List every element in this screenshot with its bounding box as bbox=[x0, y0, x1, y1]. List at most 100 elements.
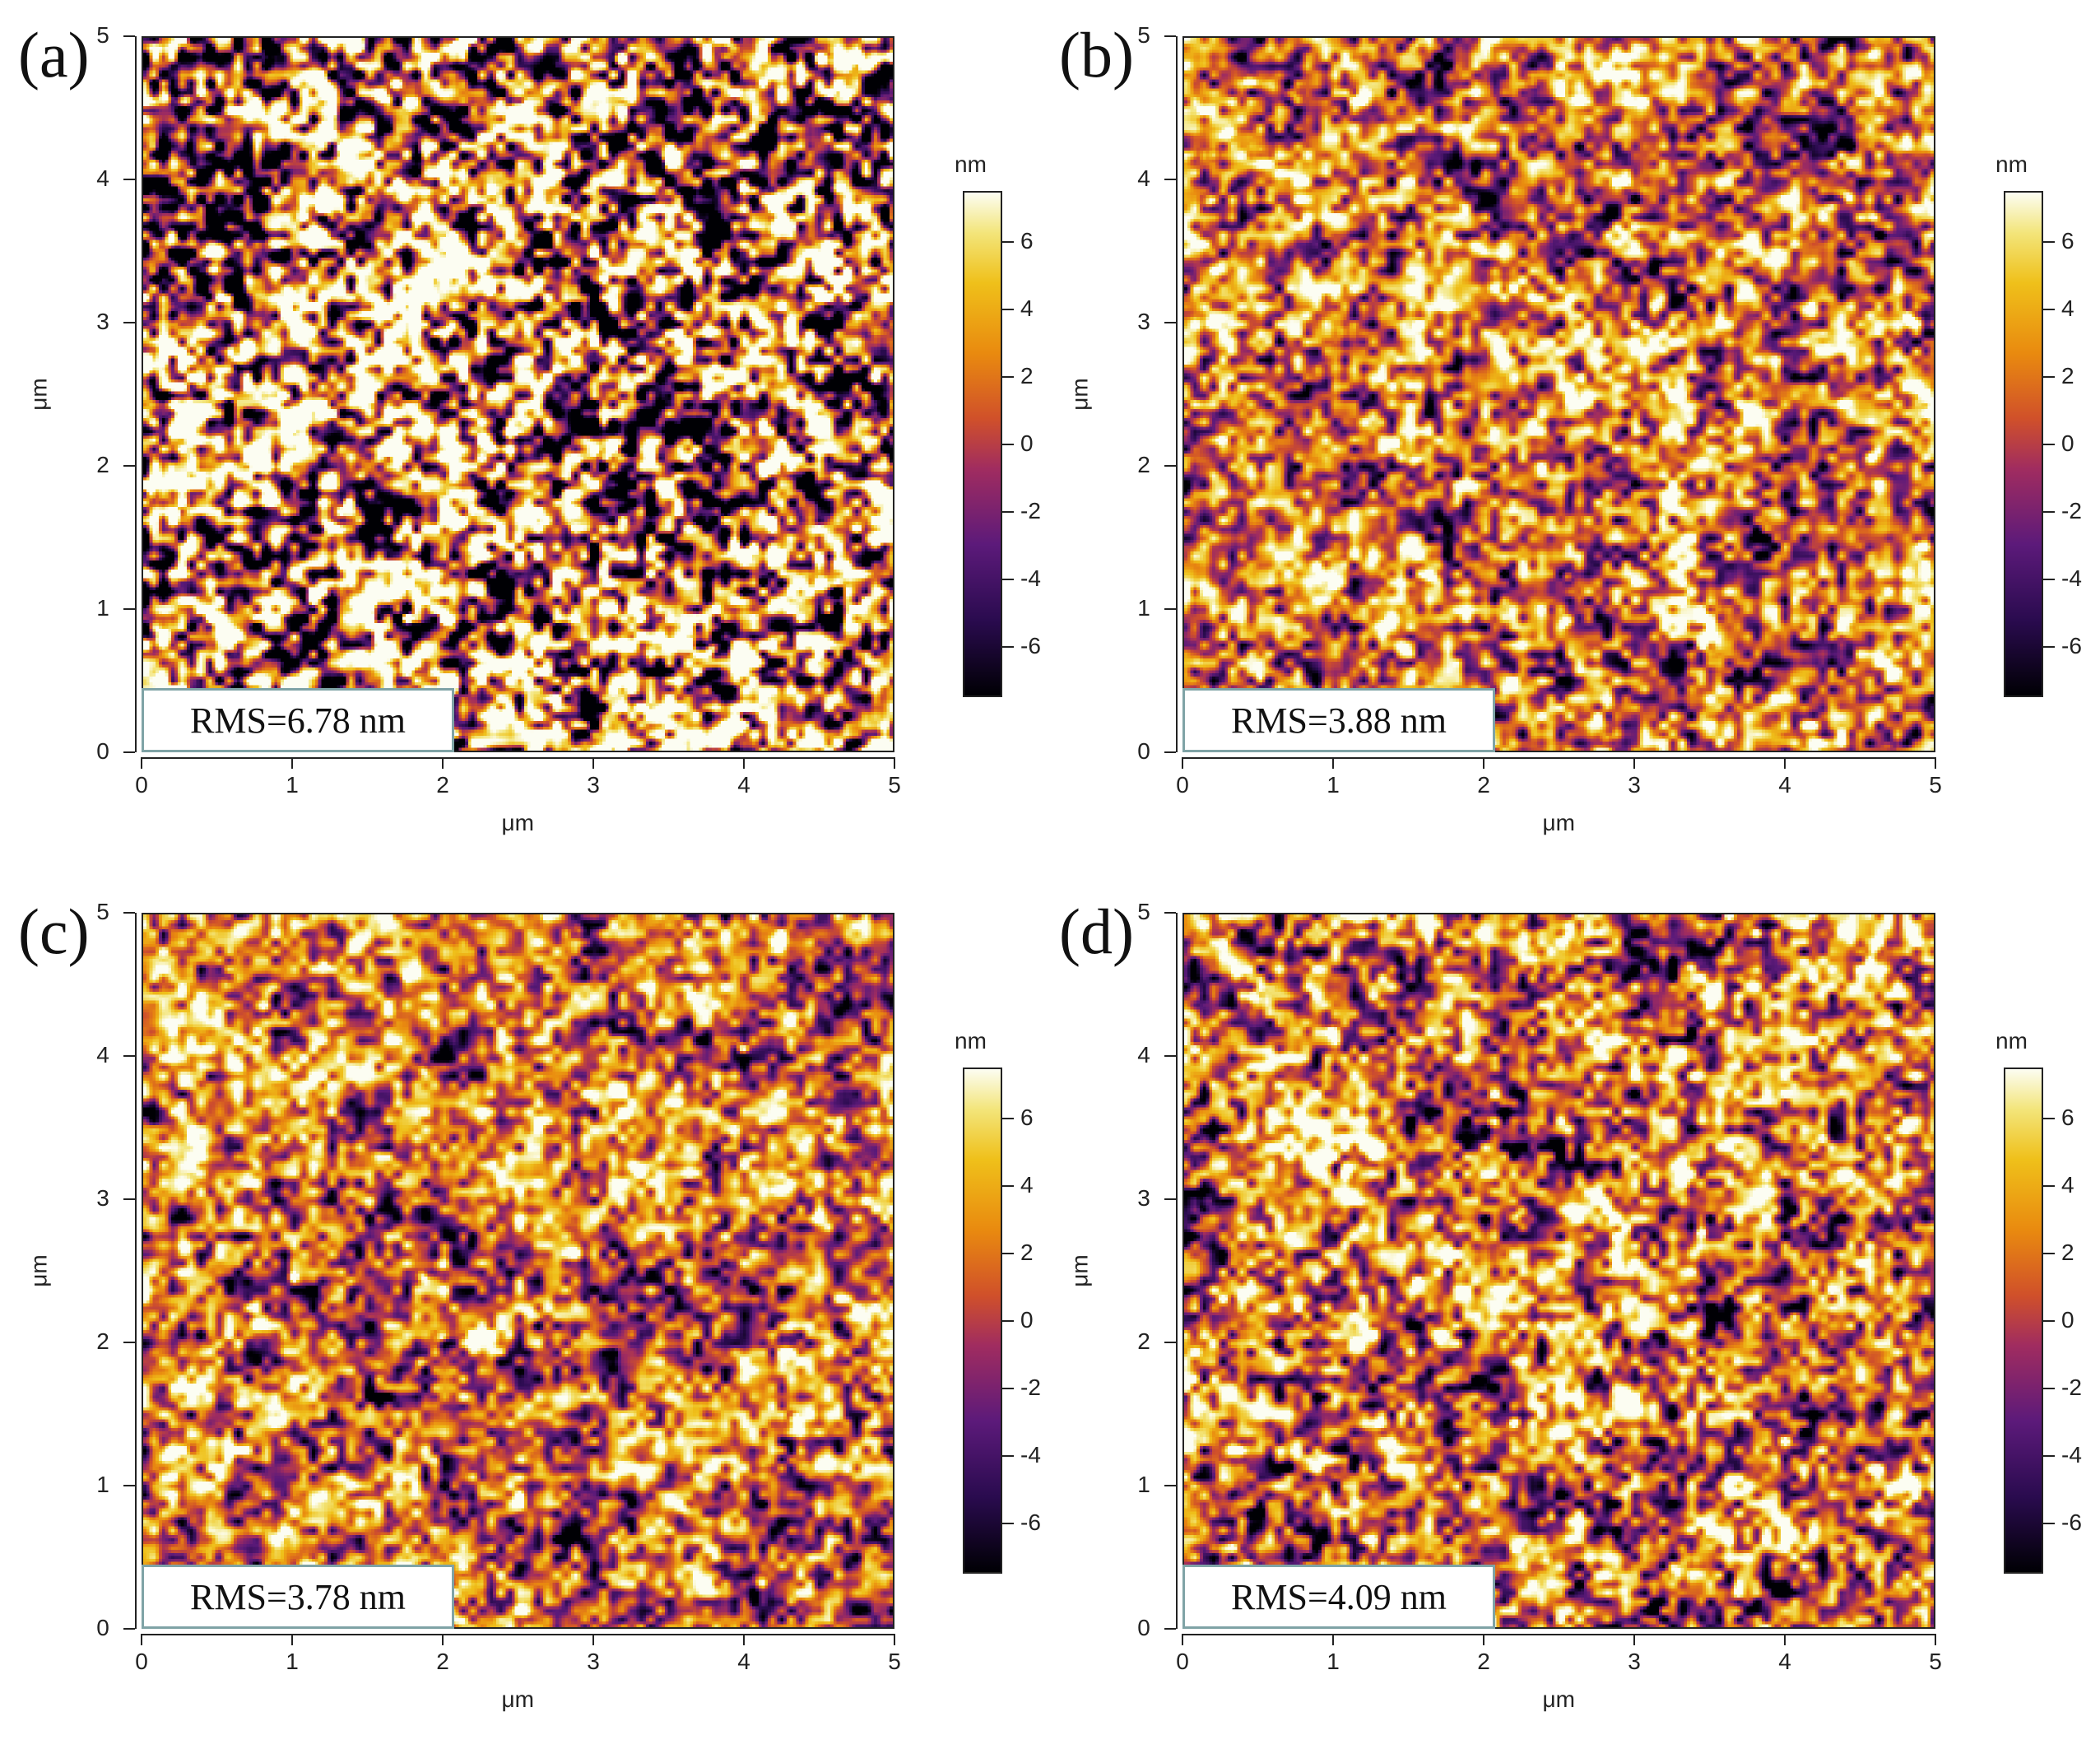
x-tick bbox=[592, 757, 594, 769]
y-tick bbox=[1164, 1485, 1176, 1486]
x-tick bbox=[1633, 1634, 1635, 1645]
y-tick-label: 3 bbox=[96, 1185, 109, 1211]
colorbar-tick bbox=[1002, 510, 1014, 513]
y-tick-label: 4 bbox=[1137, 165, 1150, 191]
y-tick-label: 5 bbox=[96, 899, 109, 924]
colorbar-tick bbox=[1002, 645, 1014, 648]
y-tick bbox=[1164, 751, 1176, 753]
y-tick-label: 1 bbox=[96, 595, 109, 621]
colorbar-tick-label: 2 bbox=[1020, 1239, 1034, 1265]
y-tick-label: 2 bbox=[1137, 1328, 1150, 1354]
rms-label: RMS=3.88 nm bbox=[1182, 688, 1495, 752]
colorbar-tick bbox=[1002, 308, 1014, 310]
x-tick bbox=[141, 757, 142, 769]
y-tick-label: 2 bbox=[96, 1328, 109, 1354]
colorbar-tick bbox=[1002, 1522, 1014, 1524]
colorbar-tick-label: 0 bbox=[2061, 1306, 2074, 1333]
colorbar-unit: nm bbox=[1995, 151, 2028, 177]
y-tick-label: 0 bbox=[96, 738, 109, 764]
afm-height-map bbox=[1182, 913, 1935, 1629]
x-tick-label: 3 bbox=[587, 772, 600, 798]
colorbar-tick-label: -4 bbox=[1020, 565, 1041, 591]
y-tick bbox=[1164, 179, 1176, 180]
x-tick-label: 1 bbox=[1326, 1649, 1340, 1674]
y-tick bbox=[123, 35, 135, 37]
y-tick-label: 4 bbox=[1137, 1042, 1150, 1068]
colorbar-tick-label: 2 bbox=[2061, 1239, 2074, 1265]
colorbar bbox=[963, 1068, 1002, 1574]
x-tick bbox=[1935, 757, 1936, 769]
x-tick-label: 2 bbox=[1477, 772, 1490, 798]
colorbar-tick-label: 6 bbox=[1020, 227, 1034, 254]
x-tick bbox=[141, 1634, 142, 1645]
x-tick-label: 1 bbox=[286, 772, 299, 798]
x-tick-label: 4 bbox=[1778, 772, 1791, 798]
colorbar-tick bbox=[2043, 443, 2055, 445]
colorbar-tick-label: 2 bbox=[2061, 362, 2074, 388]
colorbar-tick-label: 6 bbox=[1020, 1104, 1034, 1130]
x-tick-label: 3 bbox=[1628, 772, 1641, 798]
y-axis-line bbox=[1176, 36, 1178, 752]
afm-height-map bbox=[1182, 36, 1935, 752]
colorbar-tick bbox=[2043, 510, 2055, 513]
colorbar-tick bbox=[2043, 1184, 2055, 1187]
colorbar-tick-label: -4 bbox=[2061, 1441, 2082, 1468]
x-tick-label: 3 bbox=[1628, 1649, 1641, 1674]
colorbar-tick-label: -2 bbox=[1020, 1374, 1041, 1400]
colorbar-tick-label: -4 bbox=[1020, 1441, 1041, 1468]
x-tick bbox=[894, 757, 895, 769]
x-tick bbox=[743, 1634, 745, 1645]
x-tick bbox=[291, 757, 293, 769]
x-axis-line bbox=[1182, 757, 1935, 759]
x-tick-label: 0 bbox=[135, 1649, 148, 1674]
x-tick bbox=[1483, 1634, 1484, 1645]
colorbar-tick-label: 6 bbox=[2061, 1104, 2074, 1130]
y-tick bbox=[1164, 35, 1176, 37]
x-tick-label: 4 bbox=[1778, 1649, 1791, 1674]
y-tick-label: 4 bbox=[96, 1042, 109, 1068]
x-tick-label: 5 bbox=[1929, 1649, 1942, 1674]
x-tick-label: 5 bbox=[888, 1649, 901, 1674]
y-tick bbox=[123, 465, 135, 467]
y-tick-label: 0 bbox=[1137, 1615, 1150, 1640]
colorbar-tick bbox=[1002, 578, 1014, 580]
colorbar bbox=[2004, 191, 2043, 697]
y-tick bbox=[123, 912, 135, 914]
colorbar-tick bbox=[1002, 1252, 1014, 1254]
y-axis-line bbox=[1176, 913, 1178, 1629]
x-tick bbox=[1633, 757, 1635, 769]
colorbar-tick-label: -6 bbox=[1020, 1509, 1041, 1535]
y-tick bbox=[1164, 1628, 1176, 1630]
colorbar-unit: nm bbox=[955, 151, 987, 177]
y-tick bbox=[1164, 608, 1176, 610]
colorbar-tick-label: -2 bbox=[2061, 1374, 2082, 1400]
x-tick bbox=[1332, 1634, 1334, 1645]
y-tick-label: 1 bbox=[1137, 595, 1150, 621]
x-tick bbox=[1784, 757, 1786, 769]
colorbar-tick-label: 0 bbox=[1020, 430, 1034, 456]
colorbar-tick bbox=[2043, 578, 2055, 580]
colorbar-tick-label: -2 bbox=[2061, 497, 2082, 523]
afm-panel-b: (b) RMS=3.88 nm 0 0 1 1 2 2 3 3 4 4 5 5 μm μm nm 6 4 2 0 -2 -4… bbox=[1041, 0, 2094, 872]
x-tick bbox=[894, 1634, 895, 1645]
x-tick-label: 0 bbox=[135, 772, 148, 798]
y-tick-label: 4 bbox=[96, 165, 109, 191]
x-axis-title: μm bbox=[501, 810, 534, 835]
colorbar-tick bbox=[2043, 1522, 2055, 1524]
colorbar-tick bbox=[1002, 240, 1014, 243]
y-tick bbox=[1164, 1198, 1176, 1200]
y-tick-label: 5 bbox=[96, 22, 109, 48]
x-axis-title: μm bbox=[501, 1686, 534, 1712]
colorbar-tick bbox=[1002, 375, 1014, 378]
afm-height-map bbox=[142, 913, 894, 1629]
x-tick bbox=[1332, 757, 1334, 769]
colorbar-tick-label: 4 bbox=[2061, 1171, 2074, 1198]
colorbar-tick-label: -6 bbox=[2061, 632, 2082, 658]
y-tick bbox=[1164, 912, 1176, 914]
x-tick-label: 1 bbox=[286, 1649, 299, 1674]
colorbar-tick-label: 0 bbox=[1020, 1306, 1034, 1333]
colorbar-tick bbox=[1002, 1117, 1014, 1119]
colorbar bbox=[2004, 1068, 2043, 1574]
y-tick bbox=[123, 1485, 135, 1486]
x-tick-label: 2 bbox=[1477, 1649, 1490, 1674]
